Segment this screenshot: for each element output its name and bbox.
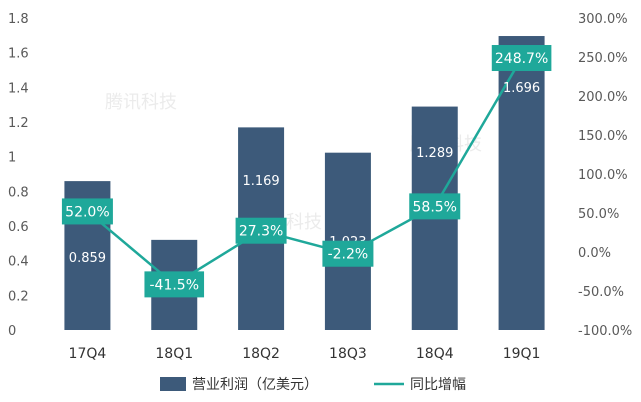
line-data-labels: 52.0% -41.5% 27.3% -2.2% 58.5% 248.7% [61,45,552,298]
line-value-text: 27.3% [239,224,283,240]
x-tick-label: 19Q1 [503,346,541,362]
x-tick-label: 18Q4 [416,346,454,362]
label-box [409,193,461,220]
line-value-text: 52.0% [65,204,109,220]
right-tick-label: 50.0% [578,207,619,222]
x-tick-label: 17Q4 [69,346,107,362]
bar-value-label: 1.169 [242,174,279,189]
left-tick-label: 0.4 [8,255,29,270]
legend-bar-swatch [160,377,186,391]
label-box [235,217,287,244]
right-tick-label: 0.0% [578,246,611,261]
right-tick-label: -100.0% [578,324,632,339]
right-tick-label: 300.0% [578,12,628,27]
line-value-text: -41.5% [149,277,199,293]
left-tick-label: 1.4 [8,81,29,96]
right-tick-label: 100.0% [578,168,628,183]
left-tick-label: 1.6 [8,47,29,62]
line-value-label: 248.7% [491,45,552,72]
right-tick-label: 150.0% [578,129,628,144]
line-value-label: 58.5% [409,193,461,220]
left-tick-label: 1.2 [8,116,29,131]
left-tick-label: 1 [8,151,16,166]
bar-series [64,36,545,330]
left-tick-label: 1.8 [8,12,29,27]
right-axis: -100.0% -50.0% 0.0% 50.0% 100.0% 150.0% 200.0%… [578,12,632,339]
x-axis: 17Q4 18Q1 18Q2 18Q3 18Q4 19Q1 [69,346,541,362]
left-axis: 0 0.2 0.4 0.6 0.8 1 1.2 1.4 1.6 1.8 [8,12,29,339]
label-box [491,45,552,72]
watermark-text: 腾讯科技 [105,92,177,113]
right-tick-label: -50.0% [578,285,624,300]
label-box [322,240,374,267]
left-tick-label: 0.2 [8,289,29,304]
line-value-text: 248.7% [495,51,548,67]
legend-bar-label: 营业利润（亿美元） [192,377,318,393]
label-box [144,271,205,298]
line-value-text: 58.5% [413,199,457,215]
label-box [61,198,113,225]
legend: 营业利润（亿美元） 同比增幅 [160,377,466,393]
line-value-text: -2.2% [328,247,369,263]
x-tick-label: 18Q3 [329,346,367,362]
legend-line-label: 同比增幅 [410,377,466,393]
x-tick-label: 18Q1 [155,346,193,362]
line-value-label: -41.5% [144,271,205,298]
left-tick-label: 0.8 [8,185,29,200]
left-tick-label: 0.6 [8,220,29,235]
right-tick-label: 250.0% [578,51,628,66]
bar-value-label: 1.289 [416,146,453,161]
line-value-label: 52.0% [61,198,113,225]
bar-value-label: 0.859 [69,251,106,266]
right-tick-label: 200.0% [578,90,628,105]
line-value-label: 27.3% [235,217,287,244]
bar-value-label: 1.696 [503,81,540,96]
line-value-label: -2.2% [322,240,374,267]
x-tick-label: 18Q2 [242,346,280,362]
left-tick-label: 0 [8,324,16,339]
